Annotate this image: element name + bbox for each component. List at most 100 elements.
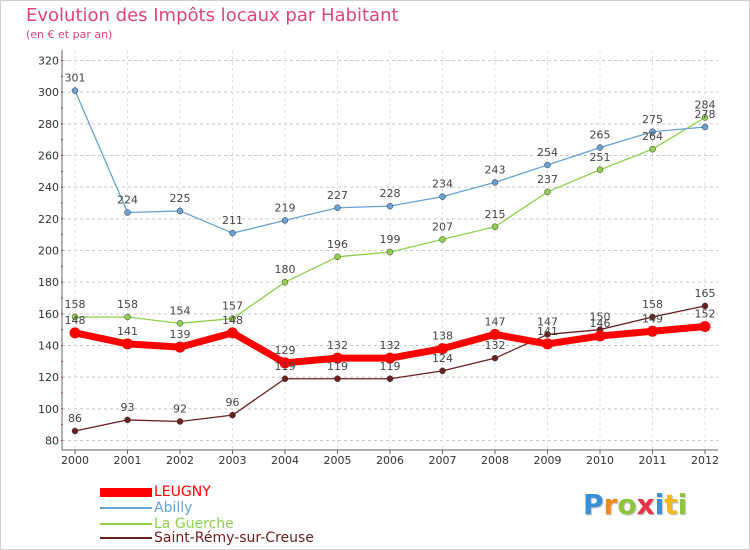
legend-entry-saint-remy-sur-creuse: Saint-Rémy-sur-Creuse [100,531,314,545]
x-tick-label: 2009 [534,454,562,467]
data-label-leugny: 141 [117,325,138,338]
data-point-saint-r-my-sur-creuse [334,375,341,382]
data-point-leugny [227,327,238,339]
data-point-la-guerche [176,320,184,327]
y-tick-label: 280 [38,118,59,131]
data-label-saint-r-my-sur-creuse: 147 [537,315,558,328]
x-tick-label: 2006 [376,454,404,467]
x-tick-label: 2008 [481,454,509,467]
data-point-la-guerche [71,313,79,321]
legend-swatch-la-guerche [100,523,152,525]
data-label-saint-r-my-sur-creuse: 132 [485,339,506,352]
data-point-la-guerche [281,278,289,286]
data-label-la-guerche: 207 [432,220,453,233]
data-label-la-guerche: 251 [590,151,611,164]
proxiti-logo: Proxiti [583,488,687,521]
data-label-leugny: 139 [170,328,191,341]
chart-subtitle: (en € et par an) [26,28,113,41]
data-label-la-guerche: 215 [485,208,506,221]
y-tick-label: 240 [38,181,59,194]
data-label-saint-r-my-sur-creuse: 96 [226,396,240,409]
x-tick-label: 2002 [166,454,194,467]
legend-entry-leugny: LEUGNY [100,485,211,499]
data-label-la-guerche: 158 [65,298,86,311]
legend-swatch-saint-remy-sur-creuse [100,537,152,539]
data-point-saint-r-my-sur-creuse [701,302,709,310]
logo-letter: P [583,488,604,521]
logo-letter: r [603,488,618,521]
data-point-la-guerche [229,315,236,322]
data-label-la-guerche: 199 [380,233,401,246]
data-point-la-guerche [491,223,499,230]
data-label-saint-r-my-sur-creuse: 119 [380,360,401,373]
legend-label-leugny: LEUGNY [154,484,211,500]
data-label-leugny: 132 [380,339,401,352]
data-label-abilly: 254 [537,146,558,159]
y-tick-label: 220 [38,213,59,226]
y-tick-label: 100 [38,403,59,416]
data-point-la-guerche [334,253,341,261]
data-label-abilly: 228 [380,187,401,200]
x-tick-label: 2010 [586,454,614,467]
legend-swatch-leugny [100,487,152,497]
data-label-saint-r-my-sur-creuse: 150 [590,311,611,324]
data-point-saint-r-my-sur-creuse [71,427,79,435]
logo-letter: t [664,488,678,521]
data-label-abilly: 211 [222,214,243,227]
data-point-saint-r-my-sur-creuse [439,367,446,375]
data-point-abilly [701,123,709,131]
data-point-la-guerche [439,236,446,243]
data-label-leugny: 132 [327,339,348,352]
data-label-leugny: 146 [590,317,611,330]
legend-label-abilly: Abilly [154,500,193,516]
data-point-abilly [281,217,289,224]
data-label-la-guerche: 264 [642,130,663,143]
data-point-abilly [649,128,656,135]
data-label-leugny: 148 [65,314,86,327]
axis-layer: 80 100 120 140 160 180 200 220 240 260 280 300 320 20… [38,50,719,467]
data-point-abilly [596,144,604,151]
data-point-leugny [542,338,553,350]
data-label-leugny: 141 [537,325,558,338]
data-label-leugny: 138 [432,330,453,343]
logo-letter: o [617,488,637,521]
x-tick-label: 2003 [219,454,247,467]
data-point-abilly [229,229,236,237]
data-point-leugny [699,321,711,332]
data-point-leugny [489,328,501,340]
data-point-abilly [334,204,341,211]
data-point-saint-r-my-sur-creuse [544,331,551,338]
data-label-la-guerche: 154 [170,304,191,317]
data-label-saint-r-my-sur-creuse: 93 [121,401,135,414]
x-tick-label: 2001 [114,454,142,467]
data-label-abilly: 219 [275,201,296,214]
logo-letter: i [654,488,665,521]
data-point-saint-r-my-sur-creuse [229,411,236,419]
x-tick-label: 2005 [324,454,352,467]
x-tick-label: 2012 [691,454,719,467]
data-label-la-guerche: 157 [222,300,243,313]
data-point-abilly [71,87,79,94]
data-label-leugny: 152 [695,308,716,321]
data-label-la-guerche: 180 [275,263,296,276]
data-label-abilly: 265 [590,129,611,142]
data-point-leugny [437,343,448,355]
data-point-abilly [491,179,499,186]
legend-entry-la-guerche: La Guerche [100,517,234,531]
y-tick-label: 180 [38,276,59,289]
data-label-la-guerche: 284 [695,99,716,112]
data-point-la-guerche [649,145,656,153]
x-tick-label: 2011 [639,454,667,467]
data-point-saint-r-my-sur-creuse [386,375,394,382]
data-label-saint-r-my-sur-creuse: 86 [68,412,82,425]
data-point-leugny [647,325,658,337]
data-point-la-guerche [124,313,131,321]
chart-title: Evolution des Impôts locaux par Habitant [26,5,399,26]
data-label-saint-r-my-sur-creuse: 119 [275,360,296,373]
data-label-saint-r-my-sur-creuse: 119 [327,360,348,373]
y-tick-label: 160 [38,308,59,321]
y-tick-label: 80 [45,435,59,448]
data-label-la-guerche: 196 [327,238,348,251]
data-label-abilly: 234 [432,178,453,191]
